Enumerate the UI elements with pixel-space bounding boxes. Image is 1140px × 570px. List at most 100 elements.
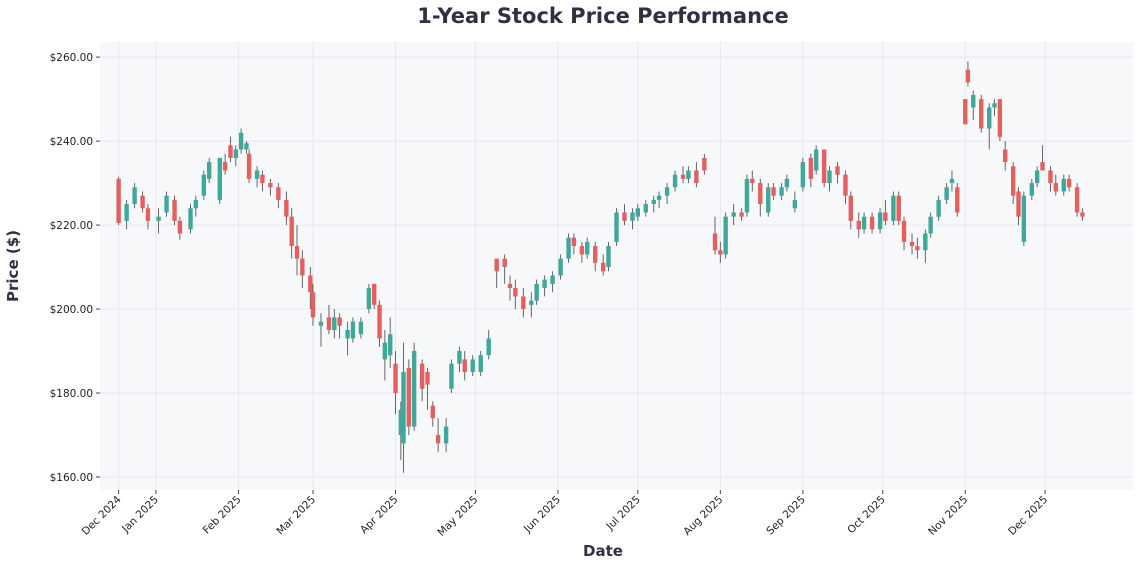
candle-body [550, 275, 555, 284]
candle-body [883, 212, 888, 221]
candle-body [593, 246, 598, 263]
candle-body [784, 178, 790, 188]
candle-body [936, 199, 941, 217]
candle [284, 191, 289, 226]
candle [345, 321, 350, 356]
candle-body [813, 149, 819, 171]
candle-body [457, 351, 462, 364]
candle-body [963, 99, 968, 125]
y-tick-label: $180.00 [50, 388, 93, 400]
candle [494, 258, 499, 289]
candle-body [712, 233, 718, 251]
candle [372, 283, 377, 310]
x-tick-label: Aug 2025 [681, 494, 725, 538]
candle [164, 191, 169, 217]
candle [955, 183, 960, 217]
candle [430, 401, 435, 427]
candle [686, 166, 691, 184]
candle-body [228, 145, 233, 158]
candle [222, 153, 228, 175]
candle-body [222, 162, 228, 171]
candle-body [909, 241, 915, 247]
candle [502, 254, 507, 284]
candle-body [955, 187, 960, 213]
candle-body [529, 300, 534, 305]
candle [635, 204, 640, 221]
candle-body [739, 212, 744, 217]
candle [406, 359, 412, 435]
candle-body [566, 237, 571, 259]
candle-body [377, 304, 382, 339]
candle [883, 199, 888, 226]
candle [848, 191, 853, 230]
candle-body [521, 296, 526, 310]
candle-body [630, 212, 635, 221]
candle [377, 300, 382, 347]
candle-body [731, 212, 736, 217]
candle [672, 170, 678, 192]
candle [712, 216, 718, 255]
candle [233, 145, 238, 167]
x-tick-label: Feb 2025 [201, 494, 244, 537]
candle-body [744, 178, 750, 213]
candle-body [358, 321, 364, 335]
candle-body [177, 220, 183, 234]
candle-body [502, 258, 507, 268]
candle-body [337, 317, 342, 326]
y-tick-label: $260.00 [50, 52, 93, 64]
candle [901, 216, 907, 251]
candle-body [771, 187, 776, 196]
x-tick-label: Nov 2025 [926, 494, 970, 538]
candle-body [856, 220, 861, 230]
candle [1021, 191, 1027, 247]
candle [462, 351, 467, 381]
candle-body [1048, 170, 1053, 184]
candle-body [923, 233, 928, 251]
candle [156, 208, 161, 234]
candle-body [949, 178, 955, 184]
candle-body [430, 405, 435, 419]
candle [1066, 174, 1072, 192]
x-tick-label: Mar 2025 [274, 494, 318, 538]
candle-body [406, 367, 412, 427]
x-tick-label: Jun 2025 [521, 494, 563, 536]
candle-body [244, 143, 249, 150]
candle [145, 204, 151, 230]
candle-body [326, 317, 332, 331]
candle [1040, 145, 1045, 171]
candle [393, 351, 398, 415]
candle [350, 317, 356, 343]
candle-body [401, 372, 406, 444]
candle-body [992, 103, 997, 108]
candle-body [507, 283, 513, 289]
candle [124, 199, 129, 230]
candle [593, 241, 598, 272]
candle [188, 204, 193, 234]
candles [116, 61, 1085, 473]
candle-body [694, 170, 699, 184]
candle-body [1016, 191, 1021, 217]
candle [739, 208, 744, 221]
candle [300, 250, 305, 289]
chart-title: 1-Year Stock Price Performance [417, 4, 788, 28]
candle [387, 317, 393, 368]
candle-body [1053, 183, 1058, 192]
candle [425, 367, 430, 410]
candle [1003, 141, 1008, 171]
candle-body [494, 258, 499, 272]
candle-body [425, 372, 430, 385]
candle [949, 170, 955, 192]
candle-body [435, 434, 441, 444]
candle-body [656, 195, 662, 200]
candle [702, 153, 707, 175]
candle-body [1061, 178, 1066, 192]
candle-body [827, 170, 832, 184]
candle-body [443, 426, 449, 444]
candle [622, 204, 627, 226]
candle-body [1034, 170, 1040, 184]
candle-body [172, 199, 177, 221]
candle [177, 216, 183, 240]
candle [784, 174, 790, 192]
candle-body [238, 132, 244, 150]
